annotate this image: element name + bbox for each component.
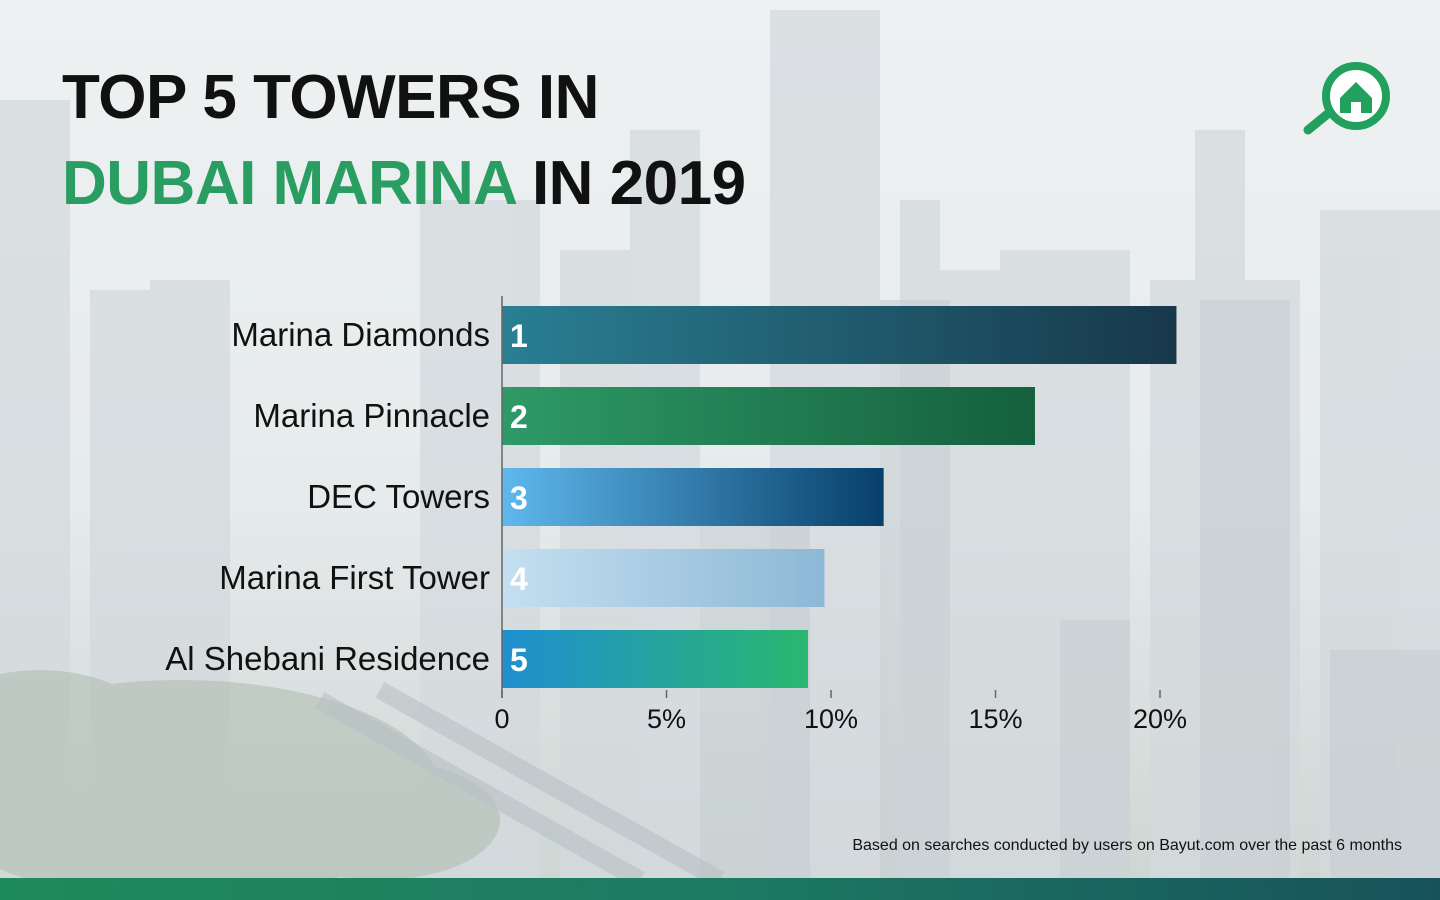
category-label: Marina Pinnacle (253, 397, 490, 434)
title-text-2: IN 2019 (515, 149, 746, 218)
bar-rank-label: 1 (510, 318, 528, 354)
category-label: Marina First Tower (219, 559, 490, 596)
bar-rank-label: 3 (510, 480, 528, 516)
bar-4 (502, 549, 825, 607)
house-magnifier-icon (1303, 62, 1390, 135)
bar-5 (502, 630, 808, 688)
bar-2 (502, 387, 1035, 445)
bottom-brand-bar (0, 878, 1440, 900)
category-label: Marina Diamonds (231, 316, 490, 353)
x-tick-label: 5% (647, 704, 686, 734)
category-label: Al Shebani Residence (165, 640, 490, 677)
bar-rank-label: 5 (510, 642, 528, 678)
title-text-1: TOP 5 TOWERS IN (62, 63, 599, 132)
bar-rank-label: 2 (510, 399, 528, 435)
footnote: Based on searches conducted by users on … (852, 837, 1402, 854)
title-accent-text: DUBAI MARINA (62, 149, 516, 218)
title-line-2: DUBAI MARINA IN 2019 (62, 148, 746, 219)
x-tick-label: 10% (804, 704, 858, 734)
bar-3 (502, 468, 884, 526)
bar-rank-label: 4 (510, 561, 528, 597)
x-tick-label: 20% (1133, 704, 1187, 734)
title-line-1: TOP 5 TOWERS IN (62, 62, 599, 133)
category-label: DEC Towers (307, 478, 490, 515)
bar-1 (502, 306, 1177, 364)
x-tick-label: 15% (968, 704, 1022, 734)
x-tick-label: 0 (494, 704, 509, 734)
